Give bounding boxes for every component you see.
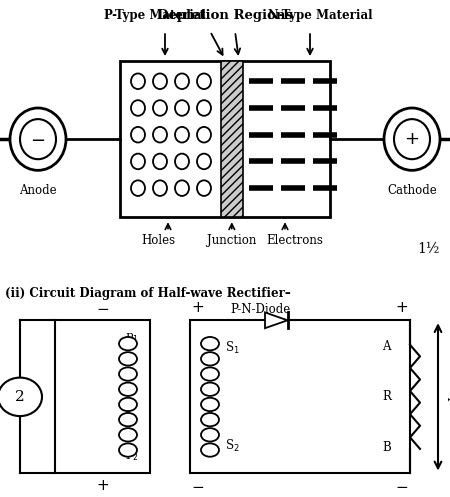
Circle shape — [175, 154, 189, 169]
Text: S$_2$: S$_2$ — [225, 438, 239, 454]
Circle shape — [153, 180, 167, 196]
Text: (ii) Circuit Diagram of Half-wave Rectifier–: (ii) Circuit Diagram of Half-wave Rectif… — [5, 287, 291, 300]
Text: B: B — [382, 441, 391, 454]
Bar — [221, 61, 243, 217]
Circle shape — [153, 74, 167, 89]
Ellipse shape — [119, 428, 137, 441]
Text: Anode: Anode — [19, 184, 57, 197]
Ellipse shape — [201, 383, 219, 396]
Bar — [120, 61, 330, 217]
Ellipse shape — [201, 443, 219, 457]
Circle shape — [175, 100, 189, 116]
Text: 1½: 1½ — [418, 242, 440, 256]
Circle shape — [197, 100, 211, 116]
Text: 2: 2 — [15, 390, 25, 404]
Circle shape — [131, 180, 145, 196]
Circle shape — [197, 127, 211, 143]
Circle shape — [175, 127, 189, 143]
Ellipse shape — [119, 383, 137, 396]
Ellipse shape — [119, 443, 137, 457]
Polygon shape — [265, 313, 288, 328]
Ellipse shape — [201, 398, 219, 411]
Text: $+$: $+$ — [96, 479, 109, 493]
Text: $-$: $-$ — [96, 301, 109, 315]
Circle shape — [153, 154, 167, 169]
Text: P-N-Diode: P-N-Diode — [230, 303, 290, 316]
Text: Cathode: Cathode — [387, 184, 437, 197]
Circle shape — [10, 108, 66, 170]
Ellipse shape — [119, 367, 137, 381]
Text: N-Type Material: N-Type Material — [268, 9, 372, 22]
Ellipse shape — [201, 352, 219, 365]
Circle shape — [394, 119, 430, 159]
Text: Electrons: Electrons — [266, 234, 324, 247]
Bar — [55, 320, 150, 473]
Text: $+$: $+$ — [405, 130, 419, 148]
Ellipse shape — [119, 337, 137, 350]
Text: A: A — [382, 339, 391, 352]
Circle shape — [197, 154, 211, 169]
Text: P-Type Material: P-Type Material — [104, 9, 206, 22]
Text: P$_2$: P$_2$ — [125, 449, 139, 463]
Circle shape — [175, 74, 189, 89]
Ellipse shape — [201, 337, 219, 350]
Ellipse shape — [119, 398, 137, 411]
Circle shape — [197, 180, 211, 196]
Text: $+$: $+$ — [191, 301, 205, 315]
Ellipse shape — [119, 413, 137, 426]
Circle shape — [197, 74, 211, 89]
Text: Depletion Regions: Depletion Regions — [157, 9, 293, 22]
Ellipse shape — [201, 413, 219, 426]
Circle shape — [131, 127, 145, 143]
Circle shape — [384, 108, 440, 170]
Ellipse shape — [201, 428, 219, 441]
Circle shape — [153, 127, 167, 143]
Text: Junction: Junction — [207, 234, 256, 247]
Bar — [190, 320, 410, 473]
Circle shape — [20, 119, 56, 159]
Text: $-$: $-$ — [396, 479, 409, 493]
Ellipse shape — [119, 352, 137, 365]
Text: P$_1$: P$_1$ — [125, 331, 139, 344]
Circle shape — [153, 100, 167, 116]
Circle shape — [131, 74, 145, 89]
Text: Holes: Holes — [141, 234, 175, 247]
Text: R: R — [382, 390, 391, 404]
Text: S$_1$: S$_1$ — [225, 339, 240, 356]
Circle shape — [131, 100, 145, 116]
Circle shape — [131, 154, 145, 169]
Text: $-$: $-$ — [191, 479, 205, 493]
Text: Output: Output — [446, 376, 450, 417]
Ellipse shape — [201, 367, 219, 381]
Text: $+$: $+$ — [396, 301, 409, 315]
Circle shape — [175, 180, 189, 196]
Circle shape — [0, 378, 42, 416]
Text: $-$: $-$ — [31, 130, 45, 148]
